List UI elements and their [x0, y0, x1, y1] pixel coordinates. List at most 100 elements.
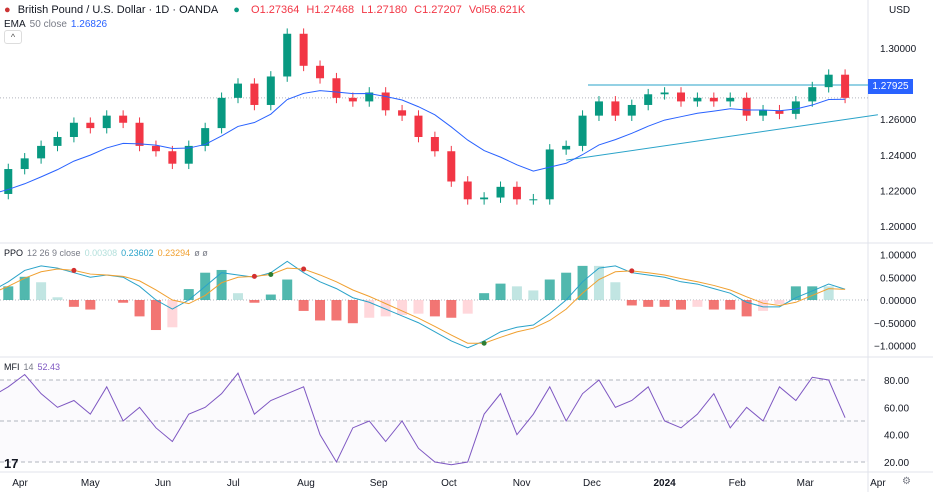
candle-body: [644, 94, 653, 105]
candle-body: [775, 110, 784, 114]
candle-body: [693, 97, 702, 102]
ppo-histogram-bar: [232, 293, 243, 300]
candle-body: [217, 97, 226, 129]
ppo-value: 0.23602: [121, 248, 154, 258]
ppo-histogram-bar: [462, 300, 473, 314]
ppo-histogram-bar: [676, 300, 687, 310]
ppo-histogram-bar: [544, 279, 555, 300]
ppo-histogram-bar: [331, 300, 342, 321]
candle-body: [4, 169, 13, 194]
ppo-bullish-cross-marker: [481, 340, 487, 346]
tradingview-logo: 17: [4, 456, 19, 471]
ppo-histogram-bar: [643, 300, 654, 307]
time-axis-tick: Feb: [729, 478, 747, 489]
mfi-axis-tick: 60.00: [884, 403, 909, 414]
candle-body: [841, 74, 850, 98]
ppo-histogram-bar: [298, 300, 309, 311]
candle-body: [184, 145, 193, 164]
ppo-axis-tick: 0.00000: [880, 296, 917, 307]
candle-body: [69, 122, 78, 137]
ppo-histogram-bar: [807, 286, 818, 300]
currency-selector[interactable]: USD: [889, 5, 914, 16]
candle-body: [266, 76, 275, 105]
ema-legend[interactable]: EMA 50 close 1.26826: [4, 19, 111, 30]
candle-body: [545, 149, 554, 200]
candle-body: [151, 145, 160, 152]
ppo-histogram-bar: [823, 286, 834, 300]
candle-body: [414, 115, 423, 137]
time-axis-tick: Dec: [583, 478, 601, 489]
ppo-histogram-bar: [265, 294, 276, 300]
ppo-histogram-bar: [446, 300, 457, 318]
ppo-histogram-bar: [68, 300, 79, 307]
candle-body: [480, 197, 489, 200]
last-price-tag: 1.27925: [868, 79, 913, 94]
ppo-line: [0, 260, 846, 349]
ema-50-line: [0, 90, 846, 193]
candle-body: [578, 115, 587, 146]
ema-params: 50 close: [29, 19, 67, 30]
collapse-legend-button[interactable]: ^: [4, 30, 22, 44]
ohlc-close: C1.27207: [414, 4, 462, 16]
ppo-histogram-bar: [495, 283, 506, 300]
ppo-histogram-bar: [3, 286, 14, 300]
ppo-legend[interactable]: PPO 12 26 9 close 0.00308 0.23602 0.23294 ø ø: [4, 248, 212, 258]
candle-body: [283, 33, 292, 77]
time-axis-tick: Aug: [297, 478, 315, 489]
time-axis-tick: Jun: [155, 478, 171, 489]
candle-body: [53, 137, 62, 146]
candle-body: [316, 65, 325, 79]
ppo-histogram-bar: [790, 286, 801, 300]
ppo-histogram-bar: [511, 286, 522, 300]
candle-body: [660, 92, 669, 95]
ppo-histogram-bar: [216, 269, 227, 300]
ppo-histogram-bar: [397, 300, 408, 316]
ppo-bearish-cross-marker: [629, 268, 635, 274]
mfi-value: 52.43: [37, 362, 61, 372]
candle-body: [726, 97, 735, 102]
time-axis-tick: Oct: [441, 478, 457, 489]
price-axis-tick: 1.30000: [880, 44, 917, 55]
candle-body: [168, 151, 177, 164]
mfi-legend[interactable]: MFI 14 52.43: [4, 362, 64, 372]
last-price-value: 1.27925: [872, 81, 909, 92]
ppo-params: 12 26 9 close: [27, 248, 81, 258]
ppo-axis-tick: −1.00000: [874, 342, 916, 353]
ohlc-high: H1.27468: [306, 4, 355, 16]
ppo-histogram-bar: [593, 265, 604, 300]
ppo-extra: ø ø: [194, 248, 208, 258]
ppo-histogram-bar: [282, 279, 293, 300]
ppo-bearish-cross-marker: [71, 267, 77, 273]
candle-body: [709, 97, 718, 102]
ppo-histogram-bar: [249, 300, 260, 303]
candle-body: [299, 33, 308, 66]
market-status-icon: ●: [233, 4, 240, 16]
ppo-histogram-bar: [413, 300, 424, 314]
ppo-histogram-bar: [528, 290, 539, 300]
price-axis-tick: 1.24000: [880, 151, 917, 162]
mfi-name: MFI: [4, 362, 20, 372]
ppo-histogram-bar: [577, 265, 588, 300]
time-axis-tick: Apr: [12, 478, 28, 489]
ppo-histogram-bar: [708, 300, 719, 310]
ppo-histogram-bar: [380, 300, 391, 317]
symbol-title[interactable]: British Pound / U.S. Dollar · 1D · OANDA: [17, 4, 219, 16]
ppo-histogram-bar: [150, 300, 161, 331]
price-axis-tick: 1.26000: [880, 115, 917, 126]
candle-body: [250, 83, 259, 105]
ppo-axis-tick: −0.50000: [874, 319, 916, 330]
candle-body: [119, 115, 128, 123]
ppo-signal-line: [0, 267, 846, 344]
time-axis-tick: 2024: [653, 478, 676, 489]
candle-body: [381, 92, 390, 111]
symbol-legend: ● British Pound / U.S. Dollar · 1D · OAN…: [4, 4, 529, 16]
settings-gear-icon[interactable]: ⚙: [902, 476, 911, 487]
ppo-hist-value: 0.00308: [84, 248, 118, 258]
ppo-histogram-bar: [429, 300, 440, 317]
candle-body: [233, 83, 242, 98]
ohlc-volume: Vol58.621K: [468, 4, 526, 16]
ppo-axis-tick: 1.00000: [880, 251, 917, 262]
time-axis-tick: Jul: [227, 478, 240, 489]
